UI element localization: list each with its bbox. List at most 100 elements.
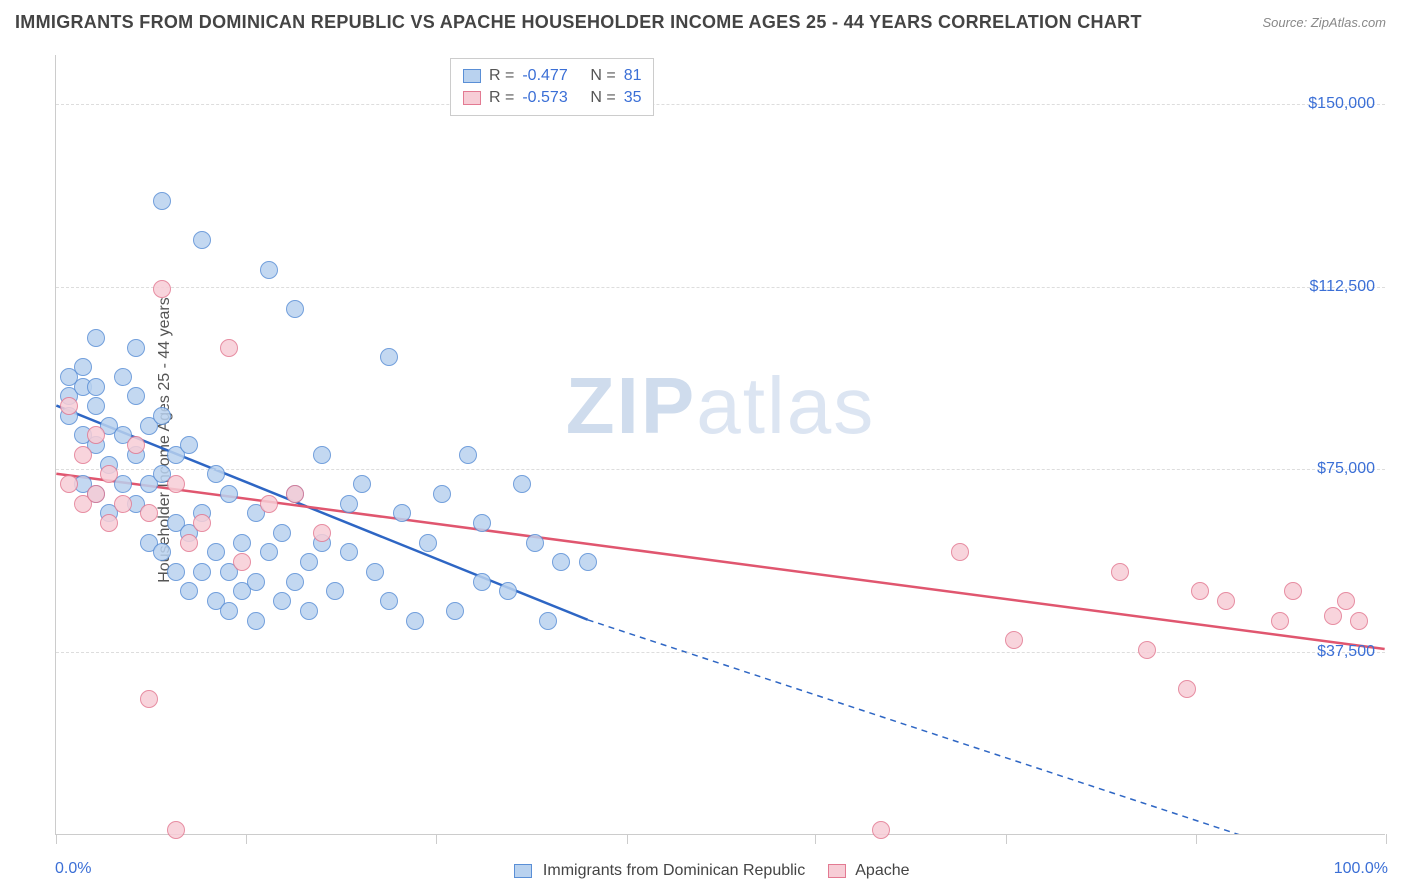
- data-point: [167, 475, 185, 493]
- data-point: [951, 543, 969, 561]
- legend-stats-row-series2: R = -0.573 N = 35: [463, 87, 641, 109]
- data-point: [286, 300, 304, 318]
- data-point: [114, 495, 132, 513]
- data-point: [127, 387, 145, 405]
- data-point: [247, 612, 265, 630]
- x-tick: [815, 834, 816, 844]
- swatch-series1-icon: [514, 864, 532, 878]
- data-point: [153, 407, 171, 425]
- data-point: [260, 261, 278, 279]
- x-tick: [436, 834, 437, 844]
- data-point: [1111, 563, 1129, 581]
- data-point: [579, 553, 597, 571]
- data-point: [273, 524, 291, 542]
- chart-plot-area: ZIPatlas $37,500$75,000$112,500$150,000: [55, 55, 1385, 835]
- data-point: [1350, 612, 1368, 630]
- data-point: [473, 573, 491, 591]
- data-point: [1178, 680, 1196, 698]
- data-point: [526, 534, 544, 552]
- y-tick-label: $150,000: [1308, 95, 1375, 113]
- gridline: [56, 287, 1385, 288]
- legend-label-series2: Apache: [855, 862, 909, 879]
- gridline: [56, 652, 1385, 653]
- data-point: [393, 504, 411, 522]
- data-point: [180, 436, 198, 454]
- data-point: [220, 485, 238, 503]
- data-point: [1284, 582, 1302, 600]
- data-point: [247, 573, 265, 591]
- swatch-series2-icon: [463, 91, 481, 105]
- data-point: [340, 495, 358, 513]
- data-point: [87, 378, 105, 396]
- data-point: [140, 690, 158, 708]
- data-point: [193, 231, 211, 249]
- data-point: [459, 446, 477, 464]
- data-point: [273, 592, 291, 610]
- data-point: [286, 573, 304, 591]
- data-point: [127, 339, 145, 357]
- legend-bottom: Immigrants from Dominican Republic Apach…: [0, 862, 1406, 880]
- swatch-series2-icon: [828, 864, 846, 878]
- x-tick: [1386, 834, 1387, 844]
- y-tick-label: $112,500: [1309, 278, 1375, 296]
- gridline: [56, 104, 1385, 105]
- legend-stats-row-series1: R = -0.477 N = 81: [463, 65, 641, 87]
- y-tick-label: $75,000: [1317, 460, 1375, 478]
- x-tick: [1006, 834, 1007, 844]
- data-point: [87, 485, 105, 503]
- data-point: [207, 465, 225, 483]
- data-point: [1217, 592, 1235, 610]
- data-point: [260, 495, 278, 513]
- data-point: [100, 514, 118, 532]
- swatch-series1-icon: [463, 69, 481, 83]
- data-point: [552, 553, 570, 571]
- data-point: [74, 446, 92, 464]
- data-point: [87, 397, 105, 415]
- data-point: [220, 602, 238, 620]
- data-point: [406, 612, 424, 630]
- data-point: [539, 612, 557, 630]
- data-point: [419, 534, 437, 552]
- x-tick: [1196, 834, 1197, 844]
- data-point: [233, 553, 251, 571]
- data-point: [1005, 631, 1023, 649]
- data-point: [300, 602, 318, 620]
- data-point: [340, 543, 358, 561]
- data-point: [260, 543, 278, 561]
- data-point: [286, 485, 304, 503]
- data-point: [127, 436, 145, 454]
- data-point: [153, 192, 171, 210]
- trend-lines-svg: [56, 55, 1385, 834]
- data-point: [446, 602, 464, 620]
- x-axis-max-label: 100.0%: [1334, 860, 1388, 878]
- source-label: Source: ZipAtlas.com: [1262, 15, 1386, 30]
- data-point: [114, 368, 132, 386]
- data-point: [313, 524, 331, 542]
- x-axis-min-label: 0.0%: [55, 860, 91, 878]
- data-point: [100, 465, 118, 483]
- legend-label-series1: Immigrants from Dominican Republic: [543, 862, 805, 879]
- data-point: [193, 563, 211, 581]
- x-tick: [246, 834, 247, 844]
- data-point: [153, 543, 171, 561]
- data-point: [233, 534, 251, 552]
- data-point: [60, 397, 78, 415]
- data-point: [60, 475, 78, 493]
- data-point: [1324, 607, 1342, 625]
- data-point: [180, 534, 198, 552]
- data-point: [74, 358, 92, 376]
- data-point: [326, 582, 344, 600]
- x-tick: [627, 834, 628, 844]
- data-point: [193, 514, 211, 532]
- data-point: [433, 485, 451, 503]
- data-point: [140, 504, 158, 522]
- data-point: [380, 592, 398, 610]
- data-point: [313, 446, 331, 464]
- data-point: [167, 563, 185, 581]
- data-point: [1191, 582, 1209, 600]
- x-tick: [56, 834, 57, 844]
- data-point: [872, 821, 890, 839]
- data-point: [366, 563, 384, 581]
- gridline: [56, 469, 1385, 470]
- data-point: [1337, 592, 1355, 610]
